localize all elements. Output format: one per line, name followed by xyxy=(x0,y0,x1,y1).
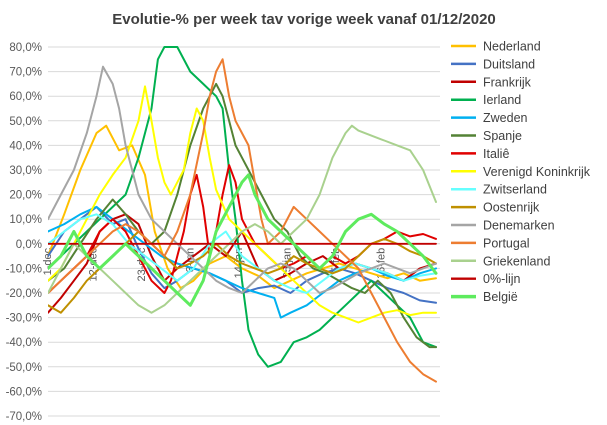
legend-label: Spanje xyxy=(483,129,522,143)
legend-label: Zweden xyxy=(483,111,528,125)
chart-title: Evolutie-% per week tav vorige week vana… xyxy=(112,11,496,28)
legend-label: Frankrijk xyxy=(483,75,532,89)
series-line xyxy=(48,46,437,368)
legend-label: Zwitserland xyxy=(483,183,547,197)
series-line xyxy=(48,65,437,294)
y-tick-label: -20,0% xyxy=(6,288,42,300)
legend-label: Portugal xyxy=(483,236,530,250)
y-tick-label: -50,0% xyxy=(6,362,42,374)
y-axis-tick-labels: 80,0% 70,0% 60,0% 50,0% 40,0% 30,0% 20,0% 10,0%… xyxy=(6,42,42,423)
legend-label: Oostenrijk xyxy=(483,201,540,215)
y-tick-label: 30,0% xyxy=(9,165,42,177)
legend: Nederland Duitsland Frankrijk Ierland Zweden… xyxy=(451,40,591,304)
x-category-label: 1-dec xyxy=(42,247,54,275)
y-tick-label: 80,0% xyxy=(9,42,42,54)
y-tick-label: 60,0% xyxy=(9,91,42,103)
y-tick-label: -40,0% xyxy=(6,337,42,349)
series-line xyxy=(48,82,437,349)
y-tick-label: 0,0% xyxy=(16,239,42,251)
legend-label: Nederland xyxy=(483,40,541,54)
y-tick-label: -70,0% xyxy=(6,411,42,423)
gridlines xyxy=(48,46,440,417)
legend-label: Ierland xyxy=(483,93,521,107)
legend-label: België xyxy=(483,290,518,304)
series-line xyxy=(48,205,437,304)
legend-label: Italiê xyxy=(483,147,509,161)
series-lines xyxy=(48,46,438,383)
y-tick-label: 40,0% xyxy=(9,140,42,152)
y-tick-label: -10,0% xyxy=(6,263,42,275)
legend-label: Griekenland xyxy=(483,254,550,268)
series-line xyxy=(48,85,437,324)
y-tick-label: 10,0% xyxy=(9,214,42,226)
y-tick-label: -30,0% xyxy=(6,313,42,325)
y-tick-label: 70,0% xyxy=(9,67,42,79)
series-line xyxy=(48,173,438,307)
legend-label: Verenigd Koninkrijk xyxy=(483,165,591,179)
series-line xyxy=(48,58,437,383)
legend-label: Denemarken xyxy=(483,219,555,233)
series-line xyxy=(48,124,437,314)
y-tick-label: 50,0% xyxy=(9,116,42,128)
y-tick-label: 20,0% xyxy=(9,190,42,202)
legend-label: Duitsland xyxy=(483,57,535,71)
legend-label: 0%-lijn xyxy=(483,272,521,286)
y-tick-label: -60,0% xyxy=(6,386,42,398)
